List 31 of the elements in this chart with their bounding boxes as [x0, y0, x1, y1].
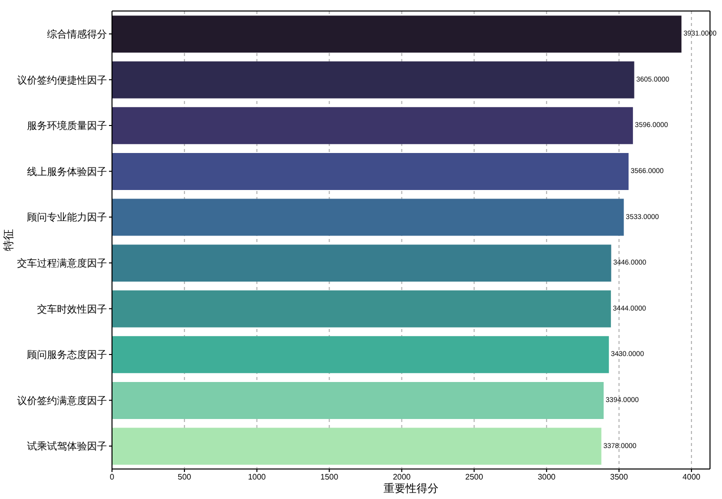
bar: [112, 336, 609, 374]
bar: [112, 61, 634, 98]
x-tick-label: 4000: [682, 472, 701, 482]
x-tick-label: 2500: [465, 472, 484, 482]
bar: [112, 16, 682, 53]
x-tick-label: 1000: [248, 472, 266, 482]
x-tick-label: 2000: [392, 472, 412, 482]
y-tick-label: 议价签约便捷性因子: [17, 74, 107, 86]
y-tick-label: 顾问专业能力因子: [27, 212, 107, 224]
x-tick-label: 500: [178, 472, 192, 482]
x-tick-label: 0: [110, 472, 115, 482]
y-tick-label: 试乘试驾体验因子: [27, 440, 107, 453]
y-axis-title: 特征: [3, 229, 15, 251]
y-tick-label: 议价签约满意度因子: [17, 394, 107, 407]
bar: [112, 290, 611, 328]
y-tick-label: 交车过程满意度因子: [17, 257, 107, 270]
bar: [112, 428, 602, 465]
y-tick-label: 顾问服务态度因子: [27, 349, 107, 362]
bar: [112, 382, 604, 419]
y-tick-label: 服务环境质量因子: [27, 120, 107, 132]
y-tick-label: 线上服务体验因子: [27, 166, 107, 178]
bar: [112, 107, 633, 144]
bar: [112, 198, 624, 236]
x-axis-title: 重要性得分: [384, 482, 438, 495]
y-tick-label: 交车时效性因子: [37, 303, 107, 316]
x-tick-label: 3000: [538, 472, 556, 482]
x-tick-label: 1500: [320, 472, 339, 482]
bar: [112, 244, 612, 282]
y-tick-label: 综合情感得分: [47, 28, 107, 40]
x-tick-label: 3500: [610, 472, 628, 482]
bar: [112, 152, 629, 190]
